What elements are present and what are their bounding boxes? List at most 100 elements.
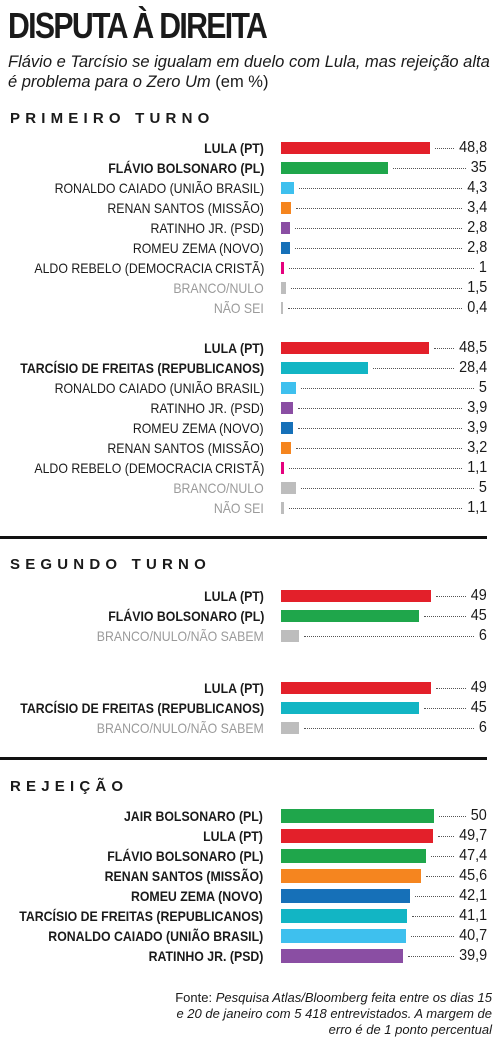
value-label: 6 [478,719,487,736]
bar-row: RONALDO CAIADO (UNIÃO BRASIL) 5 [0,378,490,398]
subtitle-text: Flávio e Tarcísio se igualam em duelo co… [8,53,490,91]
bar-aldo-rebelo-democracia-crista [281,462,285,474]
bar-ronaldo-caiado-uniao-brasil [281,929,406,943]
bar-row: LULA (PT) 48,8 [0,138,490,158]
bar-row: ALDO REBELO (DEMOCRACIA CRISTÃ) 1,1 [0,458,490,478]
bar-row: NÃO SEI 1,1 [0,498,490,518]
bar-row: RONALDO CAIADO (UNIÃO BRASIL) 40,7 [0,926,490,946]
bar-flavio-bolsonaro-pl [281,162,389,174]
value-label: 2,8 [466,219,487,236]
leader-dots [438,836,454,837]
category-label: LULA (PT) [204,680,264,696]
leader-dots [289,508,462,509]
category-label: LULA (PT) [204,140,264,156]
category-label: NÃO SEI [214,300,264,316]
section-title-primeiro-turno: PRIMEIRO TURNO [10,110,215,127]
bar-row: JAIR BOLSONARO (PL) 50 [0,806,490,826]
leader-dots [410,936,454,937]
value-label: 45 [470,699,487,716]
category-label: ALDO REBELO (DEMOCRACIA CRISTÃ) [33,260,264,276]
category-label: FLÁVIO BOLSONARO (PL) [106,848,263,864]
bar-flavio-bolsonaro-pl [281,849,426,863]
category-label: RONALDO CAIADO (UNIÃO BRASIL) [54,180,264,196]
leader-dots [393,168,466,169]
value-label: 35 [470,159,487,176]
value-label: 41,1 [458,907,487,924]
value-label: 48,5 [458,339,487,356]
leader-dots [297,428,462,429]
bar-branco-nulo [281,282,286,294]
value-label: 2,8 [466,239,487,256]
bar-renan-santos-missao [281,442,291,454]
bar-romeu-zema-novo [281,242,290,254]
bar-ronaldo-caiado-uniao-brasil [281,182,295,194]
bar-branco-nulo [281,482,297,494]
bar-row: NÃO SEI 0,4 [0,298,490,318]
bar-row: BRANCO/NULO/NÃO SABEM 6 [0,626,490,646]
leader-dots [435,596,466,597]
source-note: Fonte: Pesquisa Atlas/Bloomberg feita en… [172,990,492,1038]
leader-dots [294,228,462,229]
category-label: BRANCO/NULO/NÃO SABEM [96,720,264,736]
value-label: 47,4 [458,847,487,864]
bar-ratinho-jr-psd [281,949,404,963]
value-label: 49 [470,587,487,604]
bar-lula-pt [281,829,434,843]
bar-renan-santos-missao [281,202,292,214]
leader-dots [301,388,474,389]
category-label: RATINHO JR. (PSD) [150,400,264,416]
value-label: 28,4 [458,359,487,376]
leader-dots [296,208,462,209]
bar-lula-pt [281,682,431,694]
bar-row: TARCÍSIO DE FREITAS (REPUBLICANOS) 41,1 [0,906,490,926]
category-label: TARCÍSIO DE FREITAS (REPUBLICANOS) [20,700,264,716]
leader-dots [425,876,454,877]
value-label: 49,7 [458,827,487,844]
bar-row: ROMEU ZEMA (NOVO) 42,1 [0,886,490,906]
category-label: ROMEU ZEMA (NOVO) [131,888,263,904]
category-label: FLÁVIO BOLSONARO (PL) [107,160,264,176]
bar-row: BRANCO/NULO/NÃO SABEM 6 [0,718,490,738]
category-label: BRANCO/NULO/NÃO SABEM [96,628,264,644]
value-label: 1,1 [466,499,487,516]
leader-dots [289,468,462,469]
bar-renan-santos-missao [281,869,421,883]
bar-lula-pt [281,342,430,354]
leader-dots [301,488,474,489]
value-label: 39,9 [458,947,487,964]
leader-dots [435,688,466,689]
source-text: Pesquisa Atlas/Bloomberg feita entre os … [176,990,492,1037]
leader-dots [414,896,454,897]
bar-row: BRANCO/NULO 1,5 [0,278,490,298]
bar-jair-bolsonaro-pl [281,809,434,823]
category-label: NÃO SEI [214,500,264,516]
leader-dots [423,708,466,709]
value-label: 1,5 [466,279,487,296]
leader-dots [431,856,454,857]
category-label: FLÁVIO BOLSONARO (PL) [107,608,264,624]
bar-row: LULA (PT) 49 [0,678,490,698]
section-divider [0,757,487,760]
bar-tarcisio-de-freitas-republicanos [281,909,407,923]
leader-dots [304,636,474,637]
bar-row: RENAN SANTOS (MISSÃO) 3,2 [0,438,490,458]
category-label: LULA (PT) [204,340,264,356]
category-label: ROMEU ZEMA (NOVO) [133,240,264,256]
bar-row: RONALDO CAIADO (UNIÃO BRASIL) 4,3 [0,178,490,198]
leader-dots [294,248,462,249]
leader-dots [297,408,462,409]
bar-flavio-bolsonaro-pl [281,610,419,622]
bar-row: FLÁVIO BOLSONARO (PL) 47,4 [0,846,490,866]
value-label: 45 [470,607,487,624]
bar-row: BRANCO/NULO 5 [0,478,490,498]
value-label: 3,2 [466,439,487,456]
value-label: 45,6 [458,867,487,884]
value-label: 40,7 [458,927,487,944]
bar-romeu-zema-novo [281,889,410,903]
bar-row: TARCÍSIO DE FREITAS (REPUBLICANOS) 45 [0,698,490,718]
category-label: TARCÍSIO DE FREITAS (REPUBLICANOS) [20,360,264,376]
bar-row: TARCÍSIO DE FREITAS (REPUBLICANOS) 28,4 [0,358,490,378]
leader-dots [372,368,454,369]
leader-dots [290,288,462,289]
section-title-segundo-turno: SEGUNDO TURNO [10,556,211,573]
